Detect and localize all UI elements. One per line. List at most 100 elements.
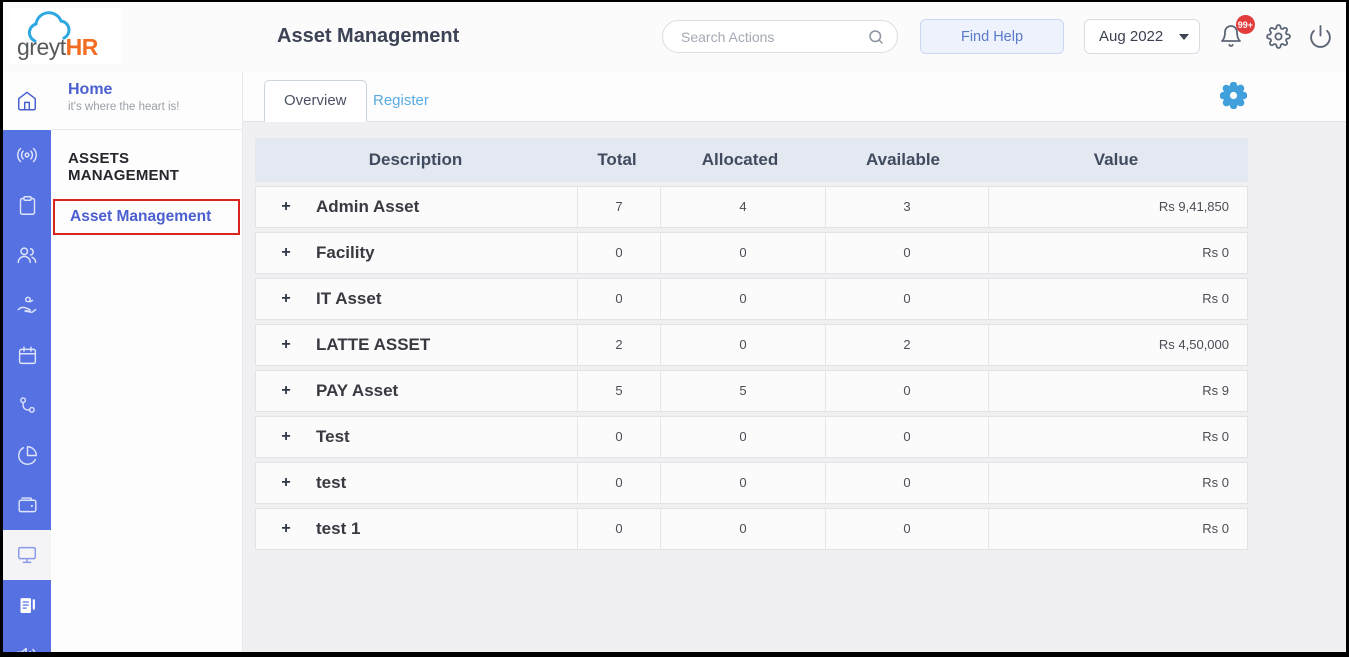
asset-overview-table: Description Total Allocated Available Va… <box>255 138 1248 550</box>
expand-plus-icon[interactable]: + <box>281 520 291 537</box>
tab-overview[interactable]: Overview <box>264 80 367 122</box>
find-help-button[interactable]: Find Help <box>920 19 1064 54</box>
cell-total: 2 <box>577 325 660 365</box>
rail-item-payroll-wallet[interactable] <box>3 480 51 530</box>
cell-available: 0 <box>825 417 988 457</box>
rail-item-feeds[interactable] <box>3 580 51 630</box>
cell-allocated: 0 <box>660 279 825 319</box>
period-dropdown[interactable]: Aug 2022 <box>1084 19 1200 54</box>
tab-register[interactable]: Register <box>373 92 429 109</box>
monitor-icon <box>18 546 36 564</box>
expand-plus-icon[interactable]: + <box>281 474 291 491</box>
col-header-total: Total <box>597 150 637 169</box>
cell-description: IT Asset <box>316 289 382 308</box>
rail-item-workflow[interactable] <box>3 380 51 430</box>
app-window: greytHR Asset Management Find Help Aug 2… <box>3 2 1346 652</box>
broadcast-icon <box>17 147 37 163</box>
search-icon[interactable] <box>867 28 885 46</box>
rail-item-tasks[interactable] <box>3 180 51 230</box>
rail-item-broadcast[interactable] <box>3 130 51 180</box>
top-bar: greytHR Asset Management Find Help Aug 2… <box>3 2 1346 72</box>
col-header-description: Description <box>368 150 463 169</box>
cell-available: 0 <box>825 371 988 411</box>
rail-item-leave-calendar[interactable] <box>3 330 51 380</box>
expand-plus-icon[interactable]: + <box>281 428 291 445</box>
table-header-row: Description Total Allocated Available Va… <box>255 138 1248 182</box>
sidebar: Home it's where the heart is! ASSETS MAN… <box>51 72 243 652</box>
cell-value: Rs 0 <box>988 509 1247 549</box>
search-actions-box <box>662 20 898 53</box>
logout-button[interactable] <box>1308 24 1333 49</box>
expand-plus-icon[interactable]: + <box>281 336 291 353</box>
home-icon <box>18 91 36 111</box>
power-icon <box>1310 25 1331 48</box>
rail-item-reports[interactable] <box>3 430 51 480</box>
table-row-test-upper[interactable]: + Test 0 0 0 Rs 0 <box>255 416 1248 458</box>
cell-description: test 1 <box>316 519 361 538</box>
rail-item-benefits[interactable] <box>3 280 51 330</box>
cell-value: Rs 0 <box>988 279 1247 319</box>
rail-item-assets-active[interactable] <box>3 530 51 580</box>
cell-allocated: 0 <box>660 509 825 549</box>
notifications-bell-button[interactable]: 99+ <box>1219 15 1255 51</box>
cell-total: 0 <box>577 509 660 549</box>
col-header-value: Value <box>1093 150 1139 169</box>
news-feed-icon <box>20 597 35 613</box>
table-row-test-lower[interactable]: + test 0 0 0 Rs 0 <box>255 462 1248 504</box>
cell-description: Admin Asset <box>316 197 420 216</box>
chevron-down-icon <box>1179 33 1189 40</box>
table-row-facility[interactable]: + Facility 0 0 0 Rs 0 <box>255 232 1248 274</box>
rail-item-employees[interactable] <box>3 230 51 280</box>
home-subtitle: it's where the heart is! <box>68 101 180 113</box>
expand-plus-icon[interactable]: + <box>281 244 291 261</box>
pie-chart-icon <box>17 445 37 465</box>
table-row-test-1[interactable]: + test 1 0 0 0 Rs 0 <box>255 508 1248 550</box>
workflow-icon <box>19 396 35 413</box>
cell-allocated: 0 <box>660 463 825 503</box>
home-label: Home <box>68 81 113 98</box>
wallet-icon <box>17 496 37 512</box>
expand-plus-icon[interactable]: + <box>281 198 291 215</box>
cell-description: PAY Asset <box>316 381 399 400</box>
cell-description: Test <box>316 427 350 446</box>
rail-item-announcements[interactable] <box>3 630 51 652</box>
module-icon-rail <box>3 72 51 652</box>
cell-total: 0 <box>577 463 660 503</box>
page-title: Asset Management <box>277 25 460 47</box>
people-icon <box>17 247 37 264</box>
calendar-icon <box>18 345 36 364</box>
table-row-admin-asset[interactable]: + Admin Asset 7 4 3 Rs 9,41,850 <box>255 186 1248 228</box>
expand-plus-icon[interactable]: + <box>281 382 291 399</box>
cell-description: Facility <box>316 243 375 262</box>
cell-total: 0 <box>577 233 660 273</box>
table-row-latte-asset[interactable]: + LATTE ASSET 2 0 2 Rs 4,50,000 <box>255 324 1248 366</box>
asset-settings-button[interactable] <box>1220 82 1247 109</box>
cell-available: 0 <box>825 279 988 319</box>
greythr-logo[interactable]: greytHR <box>9 8 121 64</box>
cell-total: 5 <box>577 371 660 411</box>
search-input[interactable] <box>679 27 867 46</box>
sidebar-item-asset-management[interactable]: Asset Management <box>53 199 240 235</box>
sidebar-section-title: ASSETS MANAGEMENT <box>68 150 180 184</box>
cell-available: 0 <box>825 509 988 549</box>
table-row-pay-asset[interactable]: + PAY Asset 5 5 0 Rs 9 <box>255 370 1248 412</box>
cell-total: 0 <box>577 279 660 319</box>
sidebar-item-home[interactable]: Home it's where the heart is! <box>51 72 242 130</box>
table-row-it-asset[interactable]: + IT Asset 0 0 0 Rs 0 <box>255 278 1248 320</box>
cell-description: LATTE ASSET <box>316 335 431 354</box>
rail-item-home[interactable] <box>3 72 51 130</box>
expand-plus-icon[interactable]: + <box>281 290 291 307</box>
announcement-speaker-icon <box>17 647 36 652</box>
cell-value: Rs 0 <box>988 463 1247 503</box>
cell-value: Rs 9 <box>988 371 1247 411</box>
cell-allocated: 0 <box>660 233 825 273</box>
settings-button[interactable] <box>1266 24 1291 49</box>
cell-value: Rs 0 <box>988 233 1247 273</box>
period-value: Aug 2022 <box>1099 28 1164 45</box>
cell-allocated: 5 <box>660 371 825 411</box>
cell-value: Rs 0 <box>988 417 1247 457</box>
logo-text: greytHR <box>17 34 98 60</box>
cell-total: 7 <box>577 187 660 227</box>
cell-available: 3 <box>825 187 988 227</box>
cell-allocated: 4 <box>660 187 825 227</box>
